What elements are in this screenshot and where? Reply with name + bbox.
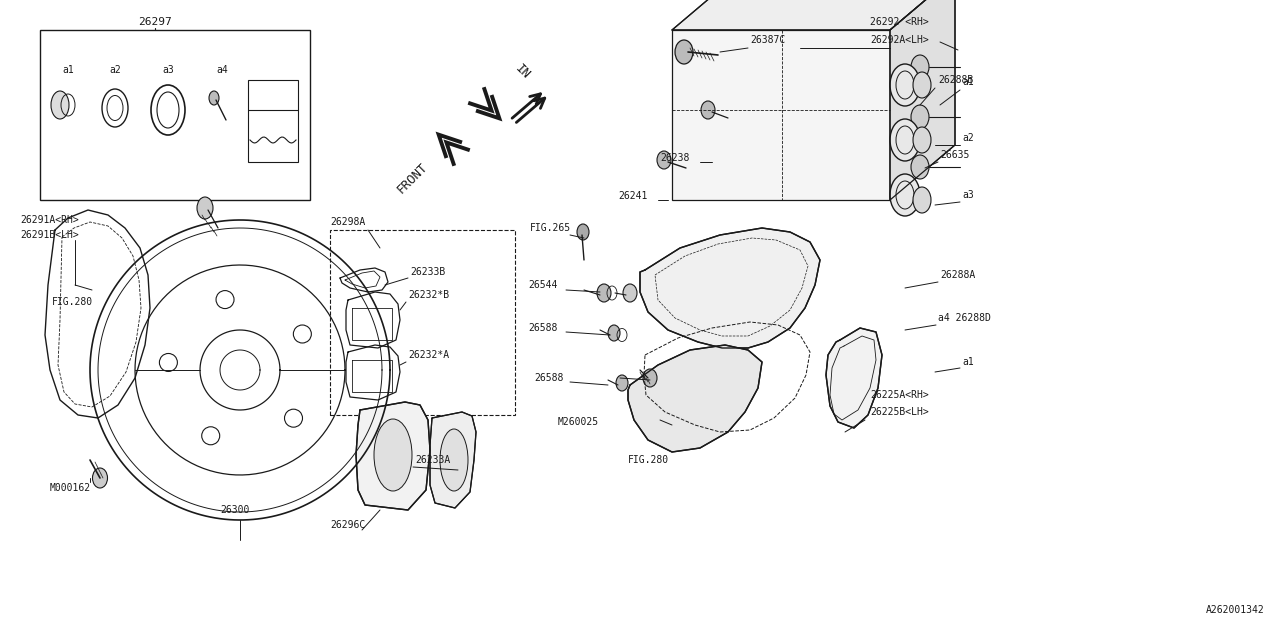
Text: 26300: 26300 xyxy=(220,505,250,515)
Bar xyxy=(248,80,298,162)
Ellipse shape xyxy=(913,187,931,213)
Ellipse shape xyxy=(701,101,716,119)
Ellipse shape xyxy=(197,197,212,219)
Bar xyxy=(672,30,890,200)
Text: 26298A: 26298A xyxy=(330,217,365,227)
Ellipse shape xyxy=(608,325,620,341)
Text: a2: a2 xyxy=(109,65,120,75)
Text: a1: a1 xyxy=(963,77,974,87)
Text: a4 26288D: a4 26288D xyxy=(938,313,991,323)
Ellipse shape xyxy=(596,284,611,302)
Bar xyxy=(40,30,310,200)
Ellipse shape xyxy=(913,72,931,98)
Ellipse shape xyxy=(92,468,108,488)
Ellipse shape xyxy=(616,375,628,391)
Ellipse shape xyxy=(911,105,929,129)
Text: 26288A: 26288A xyxy=(940,270,975,280)
Polygon shape xyxy=(672,0,955,30)
Polygon shape xyxy=(628,345,762,452)
Ellipse shape xyxy=(440,429,468,491)
Text: a1: a1 xyxy=(963,357,974,367)
Text: 26292 <RH>: 26292 <RH> xyxy=(870,17,929,27)
Ellipse shape xyxy=(577,224,589,240)
Text: 26297: 26297 xyxy=(138,17,172,27)
Text: M000162: M000162 xyxy=(50,483,91,493)
Text: 26232*A: 26232*A xyxy=(408,350,449,360)
Polygon shape xyxy=(430,412,476,508)
Text: a1: a1 xyxy=(63,65,74,75)
Ellipse shape xyxy=(643,369,657,387)
Text: IN: IN xyxy=(513,62,532,82)
Text: 26241: 26241 xyxy=(618,191,648,201)
Text: A262001342: A262001342 xyxy=(1206,605,1265,615)
Text: a3: a3 xyxy=(163,65,174,75)
Polygon shape xyxy=(640,228,820,348)
Ellipse shape xyxy=(890,174,920,216)
Ellipse shape xyxy=(51,91,69,119)
Text: 26288B: 26288B xyxy=(938,75,973,85)
Polygon shape xyxy=(826,328,882,428)
Text: 26233A: 26233A xyxy=(415,455,451,465)
Text: 26291A<RH>: 26291A<RH> xyxy=(20,215,79,225)
Polygon shape xyxy=(356,402,430,510)
Ellipse shape xyxy=(911,155,929,179)
Text: 26225A<RH>: 26225A<RH> xyxy=(870,390,929,400)
Text: 26292A<LH>: 26292A<LH> xyxy=(870,35,929,45)
Ellipse shape xyxy=(623,284,637,302)
Ellipse shape xyxy=(890,119,920,161)
Ellipse shape xyxy=(209,91,219,105)
Ellipse shape xyxy=(675,40,692,64)
Text: 26232*B: 26232*B xyxy=(408,290,449,300)
Text: 26544: 26544 xyxy=(529,280,557,290)
Text: FIG.280: FIG.280 xyxy=(52,297,93,307)
Bar xyxy=(330,230,515,415)
Text: a3: a3 xyxy=(963,190,974,200)
Text: FRONT: FRONT xyxy=(394,160,430,196)
Polygon shape xyxy=(890,0,955,200)
Text: 26238: 26238 xyxy=(660,153,690,163)
Text: 26387C: 26387C xyxy=(750,35,785,45)
Text: FIG.265: FIG.265 xyxy=(530,223,571,233)
Text: 26225B<LH>: 26225B<LH> xyxy=(870,407,929,417)
Text: 26635: 26635 xyxy=(940,150,969,160)
Ellipse shape xyxy=(890,64,920,106)
Text: a2: a2 xyxy=(963,133,974,143)
Ellipse shape xyxy=(911,55,929,79)
Text: 26233B: 26233B xyxy=(410,267,445,277)
Text: M260025: M260025 xyxy=(558,417,599,427)
Text: 26291B<LH>: 26291B<LH> xyxy=(20,230,79,240)
Text: FIG.280: FIG.280 xyxy=(628,455,669,465)
Ellipse shape xyxy=(913,127,931,153)
Text: 26588: 26588 xyxy=(534,373,563,383)
Ellipse shape xyxy=(374,419,412,491)
Ellipse shape xyxy=(657,151,671,169)
Text: 26296C: 26296C xyxy=(330,520,365,530)
Text: a4: a4 xyxy=(216,65,228,75)
Text: 26588: 26588 xyxy=(529,323,557,333)
